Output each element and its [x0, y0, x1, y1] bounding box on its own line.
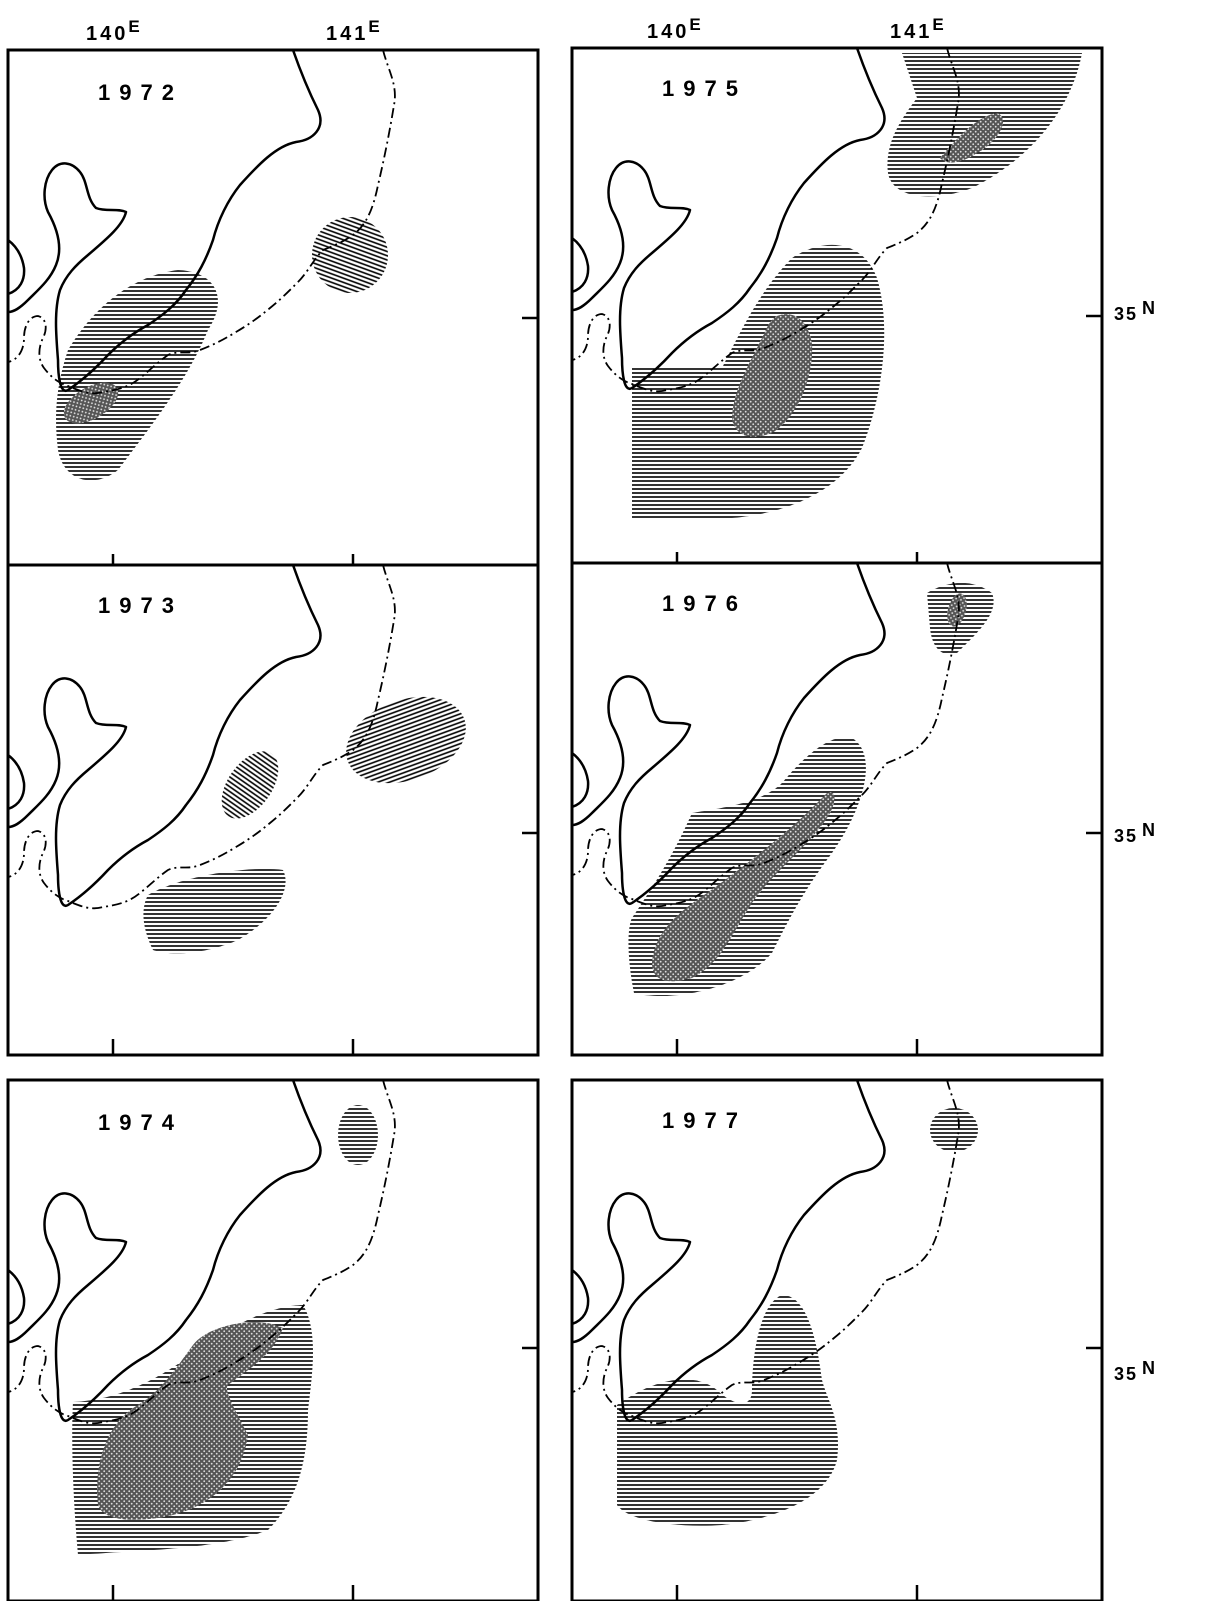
svg-text:35N: 35 N: [1114, 1358, 1157, 1384]
hatch-area: [617, 1295, 839, 1526]
lat-suffix-2: N: [1142, 820, 1157, 840]
year-label: 1972: [98, 80, 183, 105]
year-label: 1973: [98, 593, 183, 618]
panel-frame: [6, 48, 540, 572]
lat-35-label-1: 35: [1114, 304, 1138, 324]
longitude-labels: 140E 141E 140E 141E: [86, 15, 947, 45]
dense-area: [947, 593, 967, 627]
panel-frame: [6, 563, 540, 1057]
hatch-area: [143, 868, 286, 954]
dense-area: [63, 382, 119, 424]
dense-area: [97, 1322, 284, 1520]
lat-35-label-2: 35: [1114, 826, 1138, 846]
lon-140-label-right: 140: [647, 21, 689, 43]
hatch-area: [346, 696, 466, 784]
year-label: 1975: [662, 76, 747, 101]
lon-suffix-right-1: E: [689, 15, 703, 34]
lon-141-label-right: 141: [890, 21, 932, 43]
hatch-area: [338, 1105, 378, 1165]
lat-35-label-3: 35: [1114, 1364, 1138, 1384]
lat-suffix-1: N: [1142, 298, 1157, 318]
year-label: 1976: [662, 591, 747, 616]
map-panel-1976: 1976: [570, 561, 1104, 1057]
svg-text:140E: 140E: [86, 17, 143, 45]
lon-suffix-right-2: E: [932, 15, 946, 34]
lat-suffix-3: N: [1142, 1358, 1157, 1378]
ticks: [675, 1346, 1102, 1601]
svg-text:140E: 140E: [647, 15, 704, 43]
hatch-area: [930, 1108, 978, 1152]
lon-140-label-left: 140: [86, 23, 128, 45]
map-panel-1974: 1974: [6, 1078, 540, 1601]
lon-suffix-left-2: E: [368, 17, 382, 36]
lon-suffix-left-1: E: [128, 17, 142, 36]
lon-141-label-left: 141: [326, 23, 368, 45]
svg-text:141E: 141E: [326, 17, 383, 45]
year-label: 1974: [98, 1110, 183, 1135]
latitude-labels: 35 N 35 N 35 N: [1114, 298, 1157, 1384]
map-panel-1973: 1973: [6, 563, 540, 1057]
dense-area: [652, 792, 835, 982]
dense-area: [732, 314, 813, 437]
svg-text:35N: 35 N: [1114, 298, 1157, 324]
hatch-area: [56, 270, 218, 481]
map-panel-1977: 1977: [570, 1078, 1104, 1601]
year-label: 1977: [662, 1108, 747, 1133]
map-panel-1972: 1972: [6, 48, 540, 572]
ticks: [675, 831, 1102, 1055]
ticks: [111, 1346, 538, 1601]
dense-area: [940, 113, 1004, 163]
map-panel-1975: 1975: [570, 46, 1104, 570]
panel-frame: [570, 1078, 1104, 1601]
hatch-area: [312, 217, 388, 293]
ticks: [111, 831, 538, 1055]
svg-text:35N: 35 N: [1114, 820, 1157, 846]
hatch-area: [221, 751, 279, 819]
svg-text:141E: 141E: [890, 15, 947, 43]
